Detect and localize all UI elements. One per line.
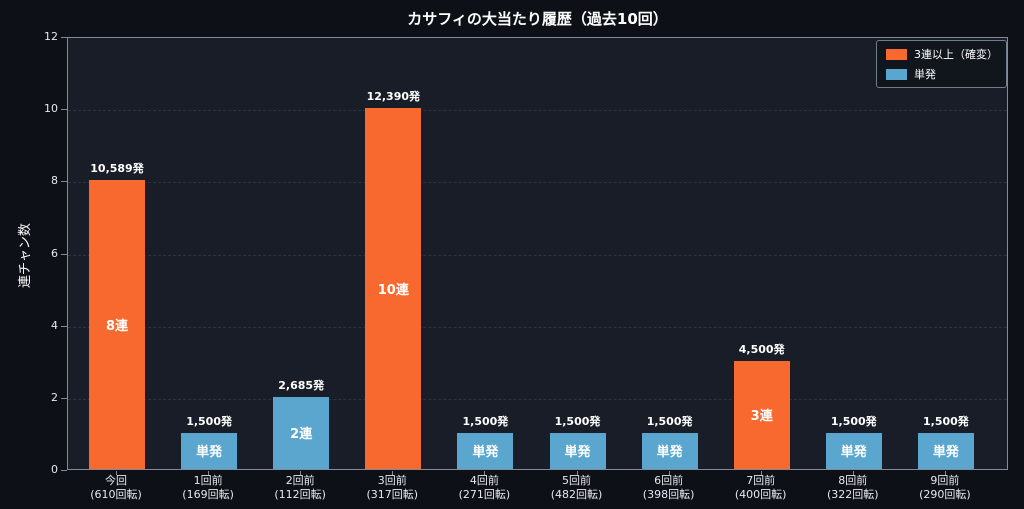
bar-value-label: 1,500発 xyxy=(646,414,693,428)
bar-3: 10連 xyxy=(365,108,422,469)
y-tick-mark xyxy=(61,109,67,111)
bar-value-label: 1,500発 xyxy=(462,414,509,428)
x-tick-label-7: 7回前 (400回転) xyxy=(706,474,816,503)
y-tick-mark xyxy=(61,253,67,255)
gridline-y2 xyxy=(68,398,1007,400)
y-tick-label-6: 6 xyxy=(51,246,58,260)
y-tick-mark xyxy=(61,325,67,327)
bar-value-label: 10,589発 xyxy=(90,162,144,176)
gridline-y4 xyxy=(68,326,1007,328)
chart-title: カサフィの大当たり履歴（過去10回） xyxy=(407,10,668,28)
x-tick-label-line2: (271回転) xyxy=(458,488,511,502)
y-tick-label-4: 4 xyxy=(51,318,58,332)
x-tick-label-line1: 2回前 xyxy=(285,474,315,487)
y-tick-mark xyxy=(61,470,67,471)
x-tick-label-6: 6回前 (398回転) xyxy=(614,474,724,503)
y-tick-label-12: 12 xyxy=(44,30,58,43)
legend-label: 3連以上（確変） xyxy=(914,48,998,61)
bar-5: 単発 xyxy=(549,432,606,469)
x-tick-label-line2: (317回転) xyxy=(366,488,419,502)
x-tick-mark xyxy=(300,471,302,475)
legend-label: 単発 xyxy=(914,68,936,81)
y-tick-label-10: 10 xyxy=(44,102,58,116)
x-tick-label-line2: (400回転) xyxy=(734,488,787,502)
x-tick-mark xyxy=(760,471,762,475)
gridline-y6 xyxy=(68,254,1007,256)
bar-value-label: 4,500発 xyxy=(738,342,785,356)
bar-inner-label: 単発 xyxy=(840,445,867,461)
bar-inner-label: 単発 xyxy=(564,445,591,461)
x-tick-mark xyxy=(484,471,486,475)
bar-inner-label: 2連 xyxy=(290,427,313,443)
bar-4: 単発 xyxy=(457,432,514,469)
x-tick-mark xyxy=(852,471,854,475)
bar-1: 単発 xyxy=(181,432,238,469)
x-tick-mark xyxy=(392,471,394,475)
y-tick-mark xyxy=(61,181,67,183)
x-tick-label-2: 2回前 (112回転) xyxy=(245,474,355,503)
bar-inner-label: 単発 xyxy=(932,445,959,461)
x-tick-label-0: 今回 (610回転) xyxy=(61,474,171,503)
bar-0: 8連 xyxy=(89,180,145,469)
x-tick-label-5: 5回前 (482回転) xyxy=(522,474,632,503)
legend: 3連以上（確変） 単発 xyxy=(876,40,1007,88)
y-tick-mark xyxy=(61,37,67,38)
x-tick-label-1: 1回前 (169回転) xyxy=(153,474,263,503)
x-tick-label-4: 4回前 (271回転) xyxy=(429,474,539,503)
x-tick-label-line1: 8回前 xyxy=(838,474,868,487)
x-tick-label-line2: (290回転) xyxy=(919,488,971,502)
x-tick-label-line1: 今回 xyxy=(105,474,127,487)
x-tick-label-line1: 1回前 xyxy=(193,474,223,487)
y-tick-label-2: 2 xyxy=(51,390,58,404)
x-tick-mark xyxy=(208,471,210,475)
legend-item-kakuhen: 3連以上（確変） xyxy=(886,46,998,62)
bar-inner-label: 単発 xyxy=(656,445,683,461)
x-tick-mark xyxy=(668,471,670,475)
x-tick-label-line2: (169回転) xyxy=(182,488,234,502)
legend-item-tanpatsu: 単発 xyxy=(886,66,997,82)
bar-value-label: 2,685発 xyxy=(278,378,325,392)
x-tick-label-line2: (482回転) xyxy=(550,488,603,502)
gridline-y8 xyxy=(68,182,1007,184)
plot-area: 8連 10,589発 単発 1,500発 2連 2,685発 10連 12,390発 単発 1,5… xyxy=(67,37,1008,470)
bar-2: 2連 xyxy=(273,396,330,469)
y-tick-label-0: 0 xyxy=(51,463,58,476)
x-tick-label-line2: (610回転) xyxy=(90,488,142,502)
legend-swatch-blue xyxy=(886,68,907,80)
x-tick-label-3: 3回前 (317回転) xyxy=(337,474,447,503)
bar-value-label: 12,390発 xyxy=(366,90,421,104)
gridline-y10 xyxy=(68,110,1007,112)
x-tick-label-9: 9回前 (290回転) xyxy=(890,474,1000,503)
bar-inner-label: 3連 xyxy=(750,409,773,425)
bar-value-label: 1,500発 xyxy=(554,414,601,428)
x-tick-label-line1: 9回前 xyxy=(930,474,960,487)
bar-value-label: 1,500発 xyxy=(830,414,877,428)
bar-value-label: 1,500発 xyxy=(186,414,232,428)
x-tick-mark xyxy=(116,471,117,475)
bar-inner-label: 8連 xyxy=(105,319,129,335)
x-tick-label-line1: 3回前 xyxy=(377,474,407,487)
bar-inner-label: 10連 xyxy=(377,283,409,299)
bar-inner-label: 単発 xyxy=(472,445,499,461)
x-tick-label-line1: 4回前 xyxy=(469,474,499,487)
y-tick-label-8: 8 xyxy=(51,174,58,188)
x-tick-label-line2: (112回転) xyxy=(274,488,326,502)
legend-swatch-orange xyxy=(886,48,907,60)
x-tick-label-line2: (322回転) xyxy=(827,488,879,502)
x-tick-label-line1: 6回前 xyxy=(654,474,684,487)
x-tick-mark xyxy=(576,471,578,475)
x-tick-label-8: 8回前 (322回転) xyxy=(798,474,908,503)
bar-inner-label: 単発 xyxy=(196,445,223,461)
x-tick-label-line1: 7回前 xyxy=(746,474,776,487)
x-tick-label-line2: (398回転) xyxy=(642,488,695,502)
x-tick-mark xyxy=(944,471,946,475)
bar-8: 単発 xyxy=(825,432,882,469)
bar-9: 単発 xyxy=(917,432,974,469)
bar-value-label: 1,500発 xyxy=(922,414,969,428)
bar-7: 3連 xyxy=(733,360,790,469)
x-tick-label-line1: 5回前 xyxy=(562,474,591,487)
y-tick-mark xyxy=(61,397,67,399)
bar-6: 単発 xyxy=(641,432,698,469)
